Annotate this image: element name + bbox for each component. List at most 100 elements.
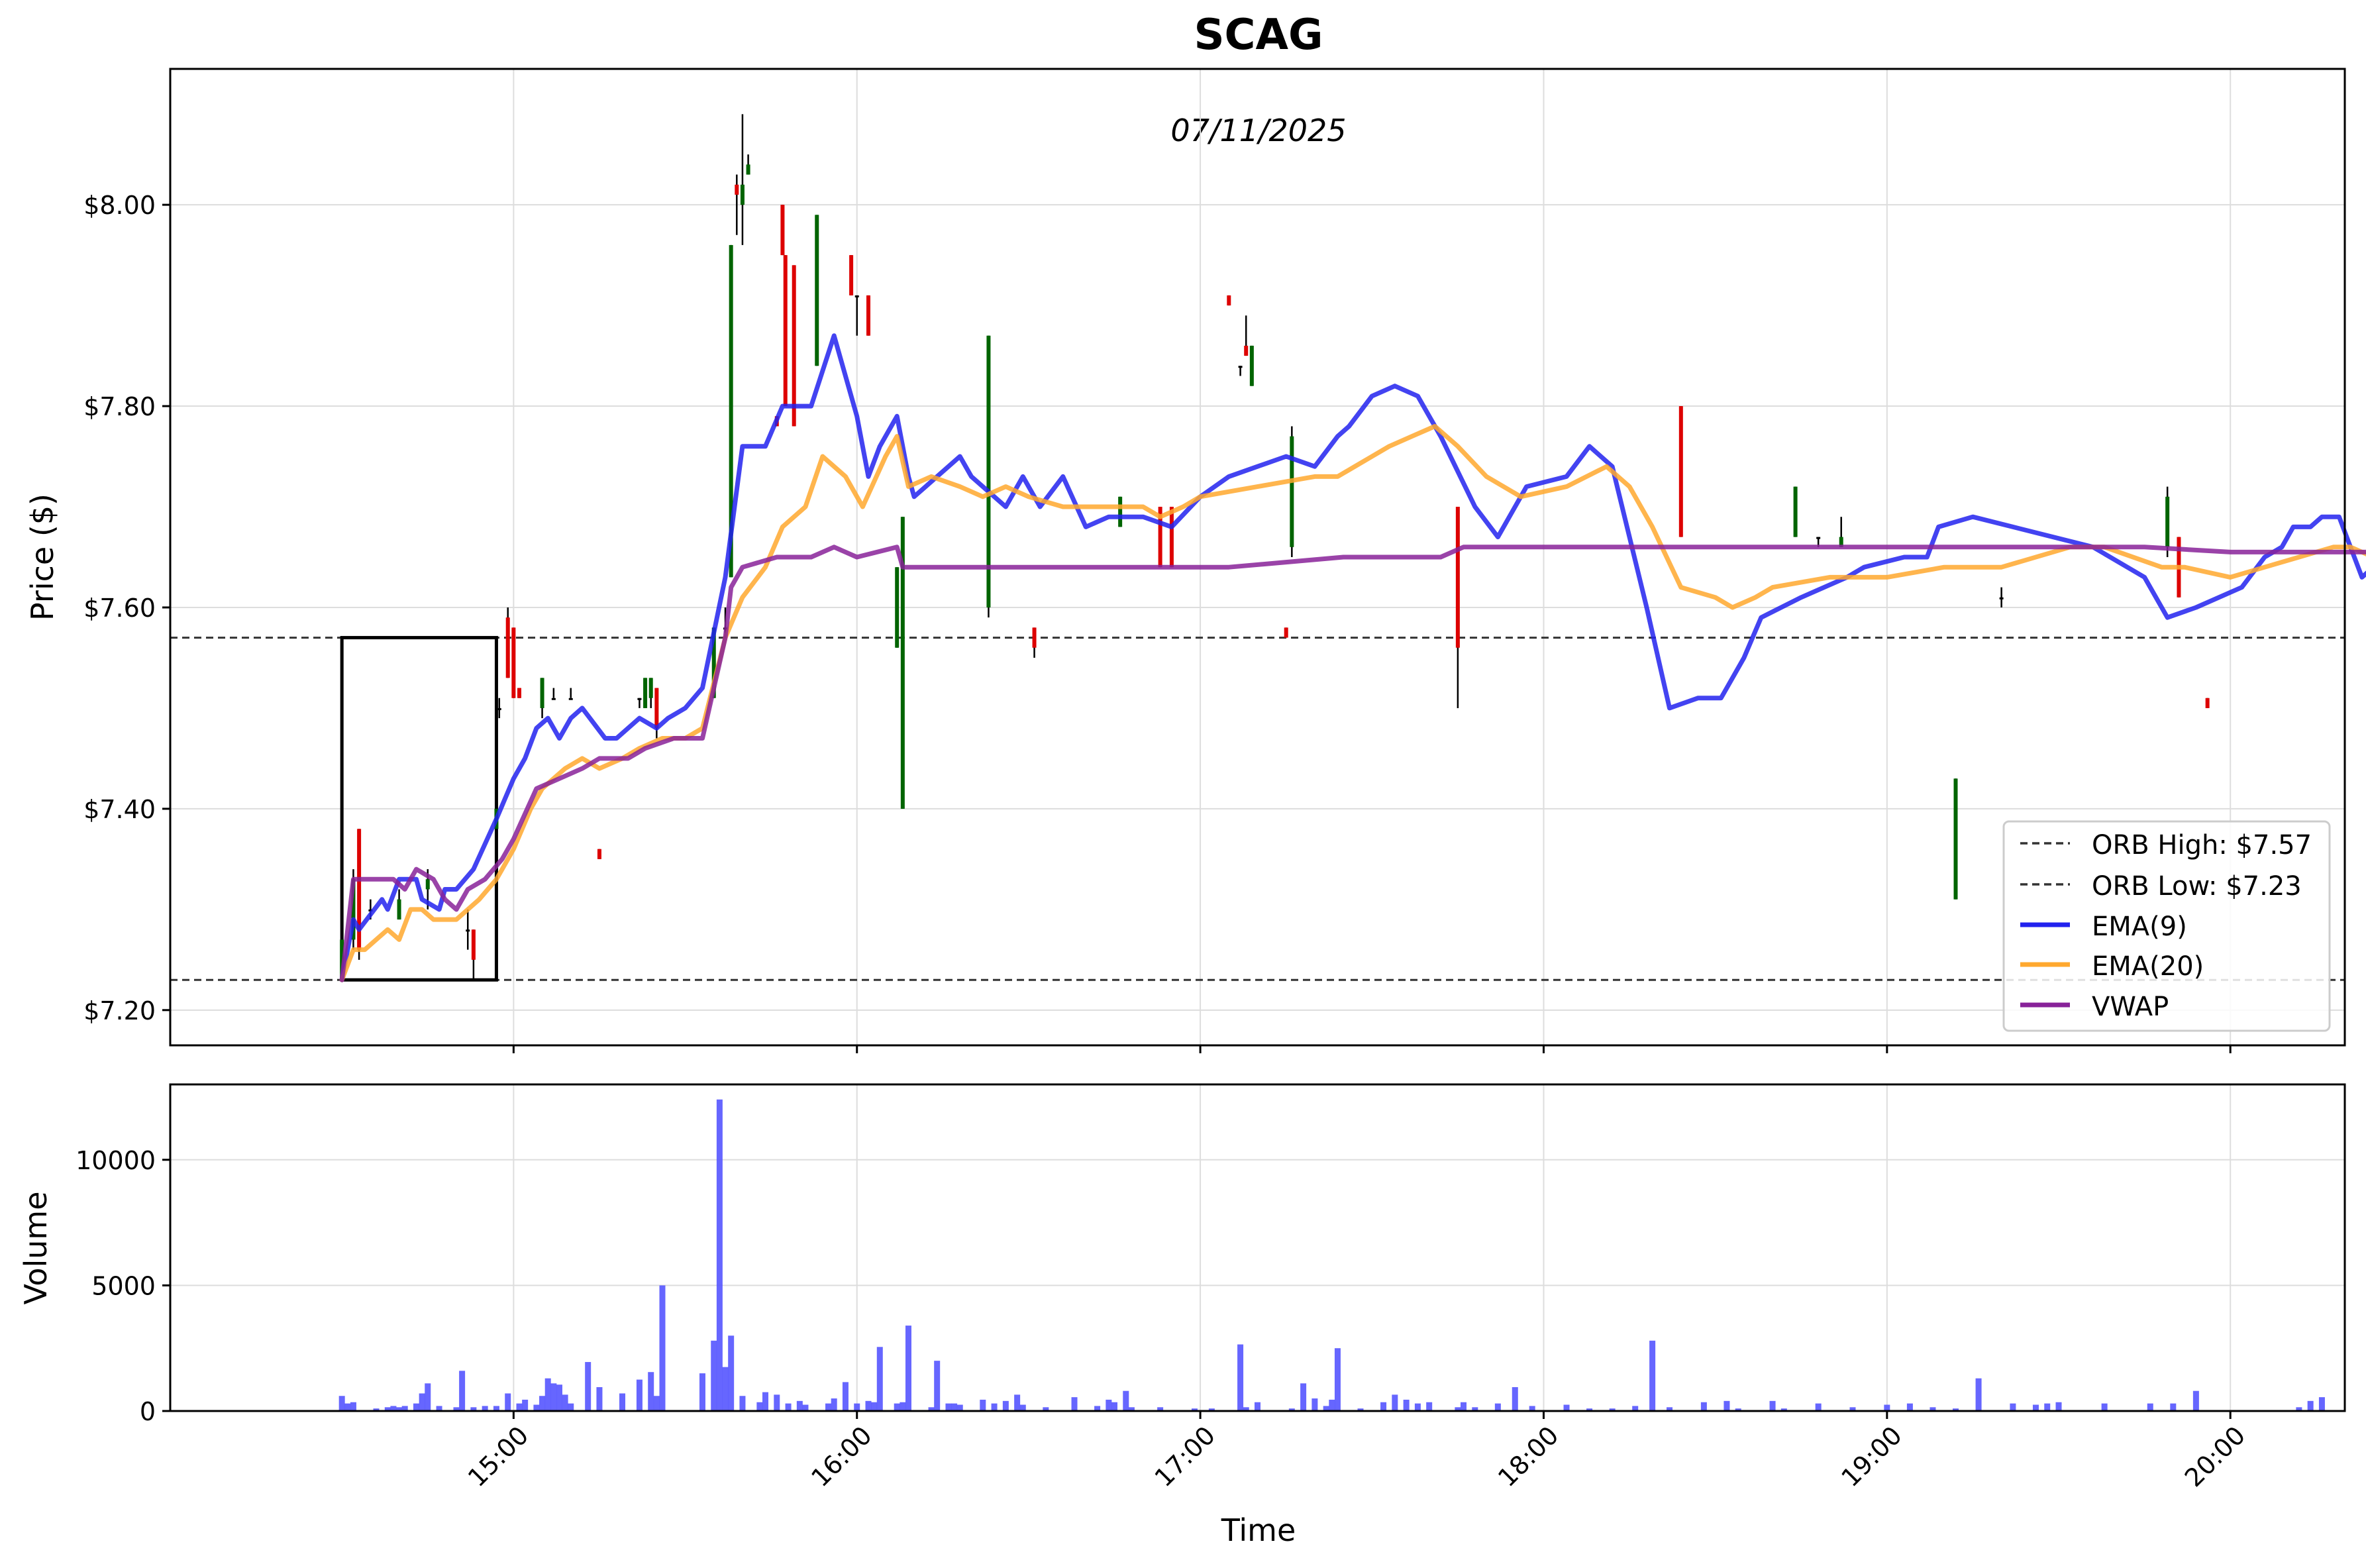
volume-bar (756, 1402, 763, 1411)
volume-bar (544, 1378, 551, 1411)
volume-bar (1157, 1407, 1164, 1411)
candle-body (654, 688, 659, 729)
candle-body (986, 335, 991, 607)
volume-bar (516, 1403, 523, 1411)
volume-bar (1815, 1403, 1822, 1411)
volume-bar (1002, 1400, 1009, 1411)
candle-body (895, 567, 900, 648)
volume-bar (1953, 1408, 1959, 1411)
volume-bar (762, 1392, 769, 1411)
volume-bar (980, 1399, 986, 1411)
volume-bar (934, 1361, 941, 1411)
volume-bar (585, 1362, 592, 1411)
volume-bar (1300, 1383, 1307, 1411)
volume-bar (2307, 1400, 2314, 1411)
volume-bar (350, 1402, 356, 1411)
candle-body (1244, 345, 1249, 356)
price-y-tick-label: $7.20 (83, 996, 156, 1025)
volume-bar (493, 1406, 499, 1411)
volume-bar (425, 1383, 431, 1411)
volume-bar (865, 1400, 872, 1411)
candle-body (849, 255, 854, 295)
volume-bar (1414, 1403, 1421, 1411)
volume-bar (2147, 1403, 2153, 1411)
candle-body (517, 688, 522, 698)
candle-body (425, 879, 430, 890)
volume-bar (384, 1407, 391, 1411)
candle-body (783, 255, 788, 407)
volume-y-tick-label: 10000 (76, 1146, 156, 1175)
volume-bar (1019, 1404, 1026, 1411)
volume-bar (1357, 1408, 1364, 1411)
volume-bar (453, 1407, 460, 1411)
chart-title: SCAG (1194, 11, 1323, 60)
volume-bar (900, 1402, 906, 1411)
volume-bar (1529, 1406, 1535, 1411)
volume-bar (1649, 1340, 1656, 1411)
ema20-line (339, 424, 2366, 982)
candle-body (900, 517, 905, 809)
volume-bar (928, 1407, 935, 1411)
candle-body (1839, 537, 1843, 547)
volume-bar (1111, 1402, 1118, 1411)
price-x-ticks (512, 1045, 2232, 1053)
volume-bar (596, 1386, 603, 1411)
price-y-ticks: $7.20 $7.40 $7.60 $7.80 $8.00 (83, 191, 170, 1025)
volume-bar (653, 1396, 660, 1411)
volume-bar (796, 1400, 803, 1411)
volume-y-ticks: 0 5000 10000 (76, 1146, 170, 1426)
volume-bar (2101, 1403, 2108, 1411)
candle-body (505, 617, 510, 678)
candle-body (1816, 537, 1821, 539)
candle-body (637, 698, 642, 700)
volume-bar (1884, 1404, 1890, 1411)
candle-body (1678, 406, 1683, 537)
price-y-tick-label: $7.60 (83, 594, 156, 623)
volume-bar (945, 1403, 952, 1411)
volume-y-tick-label: 5000 (91, 1271, 156, 1300)
volume-bar (905, 1326, 911, 1411)
volume-bar (533, 1404, 540, 1411)
ema9-line (339, 333, 2366, 982)
candle-body (711, 627, 716, 698)
candle-body (1032, 627, 1037, 648)
volume-bar (562, 1394, 568, 1411)
volume-bar (539, 1396, 546, 1411)
volume-bar (1128, 1407, 1135, 1411)
candle-body (648, 678, 653, 698)
legend-ema20-label: EMA(20) (2092, 951, 2204, 982)
volume-bar (470, 1407, 477, 1411)
volume-bar (1255, 1402, 1260, 1411)
candle-body (1227, 295, 1231, 306)
vwap-line (339, 545, 2366, 982)
candle-body (1953, 778, 1958, 900)
candle-body (397, 899, 401, 920)
volume-bar (419, 1393, 425, 1411)
volume-bar (1929, 1407, 1936, 1411)
volume-bar (991, 1403, 998, 1411)
volume-bar (871, 1402, 878, 1411)
volume-bar (716, 1099, 723, 1411)
candle-body (1169, 507, 1174, 568)
volume-bar (2044, 1403, 2051, 1411)
volume-bar (956, 1404, 963, 1411)
volume-bar (1191, 1408, 1198, 1411)
volume-bar (459, 1371, 466, 1411)
legend-ema9-label: EMA(9) (2092, 912, 2187, 942)
volume-y-tick-label: 0 (140, 1397, 156, 1426)
volume-bar (1392, 1394, 1398, 1411)
volume-bar (2318, 1397, 2325, 1411)
volume-bar (568, 1403, 574, 1411)
volume-bar (774, 1394, 780, 1411)
candle-body (471, 929, 476, 960)
volume-bar (1632, 1406, 1639, 1411)
volume-bar (1586, 1408, 1593, 1411)
legend-orb-high-label: ORB High: $7.57 (2092, 830, 2312, 861)
price-y-axis-label: Price ($) (25, 494, 60, 621)
price-y-tick-label: $7.40 (83, 795, 156, 824)
candle-body (1158, 507, 1162, 568)
volume-bar (1455, 1407, 1461, 1411)
volume-bar (413, 1403, 419, 1411)
candle-body (729, 244, 733, 578)
